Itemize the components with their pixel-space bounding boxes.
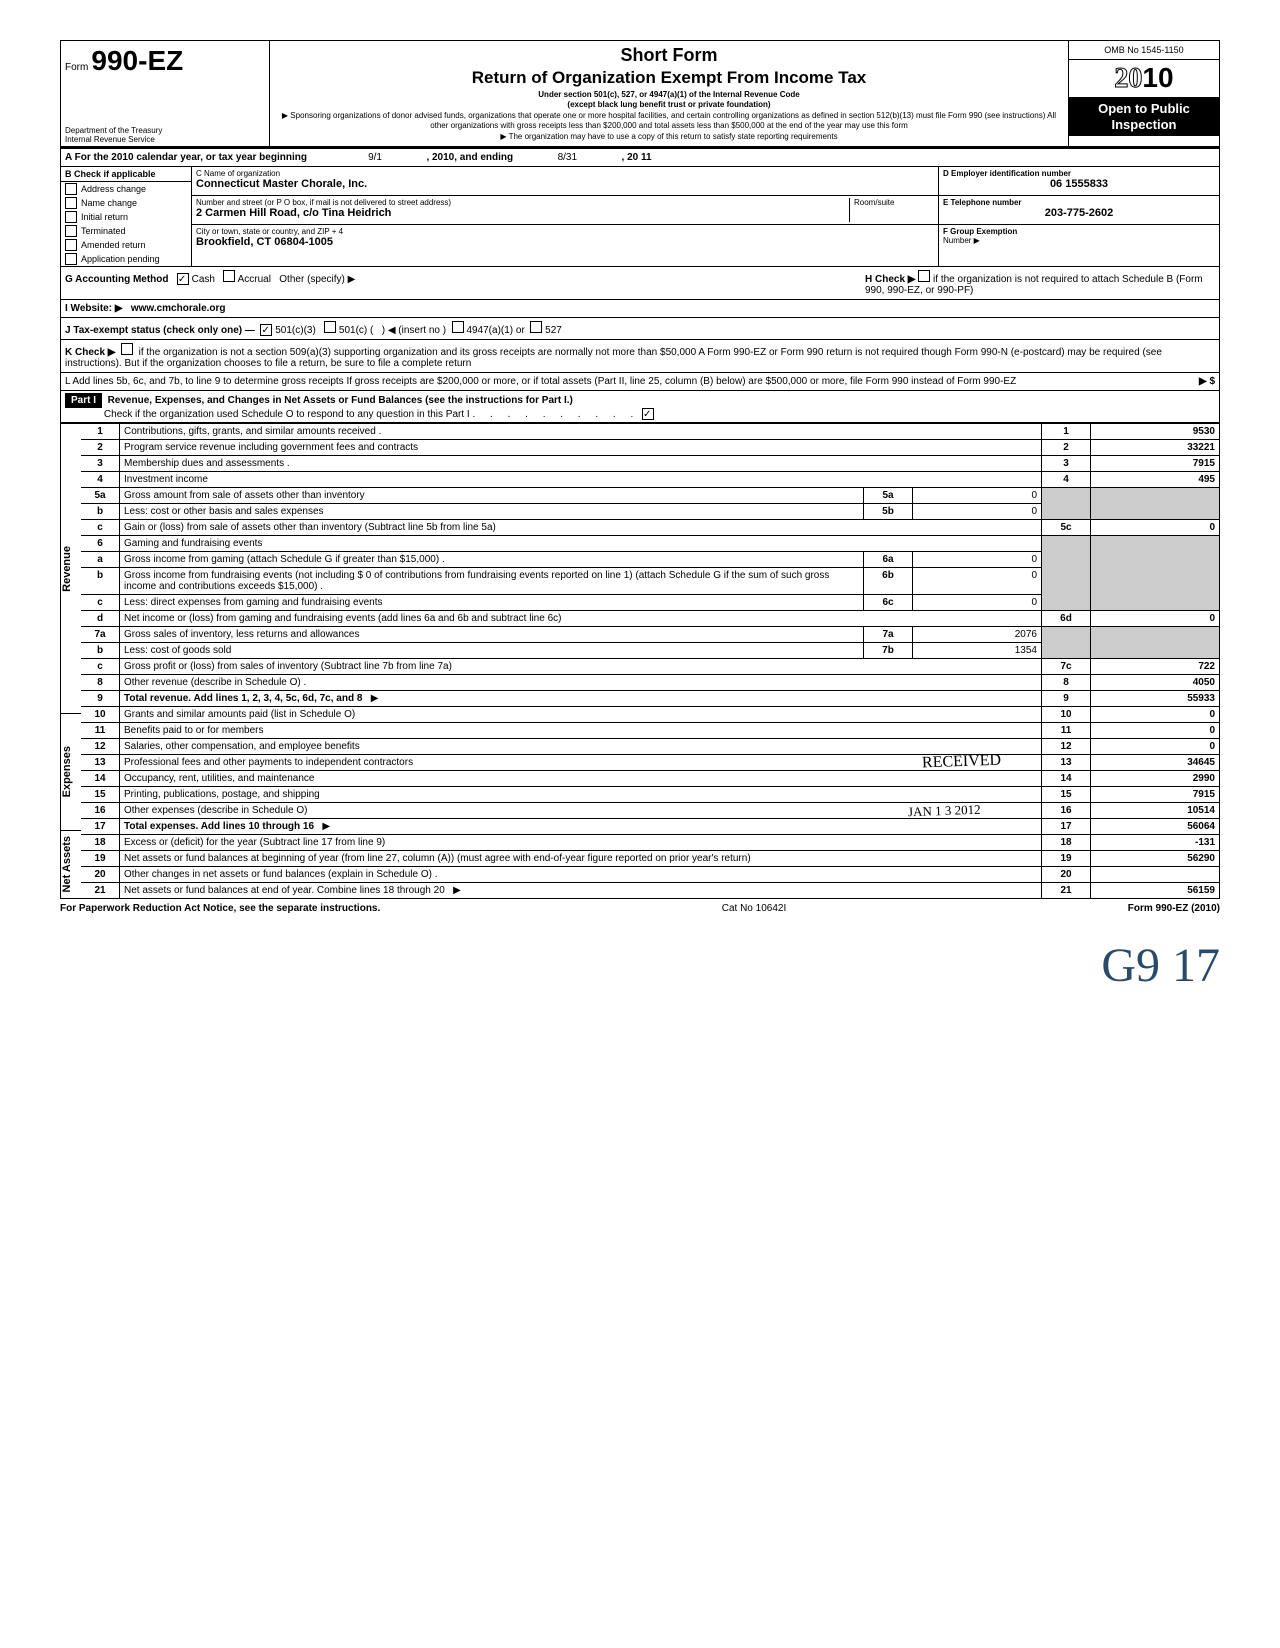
phone-value: 203-775-2602 bbox=[943, 207, 1215, 219]
section-b-header: B Check if applicable bbox=[61, 167, 191, 182]
group-label: F Group Exemption bbox=[943, 227, 1017, 236]
ein-value: 06 1555833 bbox=[943, 178, 1215, 190]
section-k: K Check ▶ if the organization is not a s… bbox=[60, 340, 1220, 373]
section-j: J Tax-exempt status (check only one) — 5… bbox=[60, 318, 1220, 340]
received-stamp: RECEIVED bbox=[922, 752, 1002, 773]
group-number-label: Number ▶ bbox=[943, 236, 1215, 245]
checkbox-accrual[interactable] bbox=[223, 270, 235, 282]
subtitle-3: ▶ Sponsoring organizations of donor advi… bbox=[278, 111, 1060, 130]
city-label: City or town, state or country, and ZIP … bbox=[196, 227, 934, 236]
checkbox-501c[interactable] bbox=[324, 321, 336, 333]
revenue-label: Revenue bbox=[61, 546, 81, 592]
signature: G9 17 bbox=[60, 938, 1220, 993]
checkbox-amended[interactable] bbox=[65, 239, 77, 251]
city-value: Brookfield, CT 06804-1005 bbox=[196, 236, 934, 248]
checkbox-schedule-o[interactable] bbox=[642, 408, 654, 420]
form-prefix: Form bbox=[65, 62, 88, 73]
checkbox-pending[interactable] bbox=[65, 253, 77, 265]
checkbox-name-change[interactable] bbox=[65, 197, 77, 209]
dept-irs: Internal Revenue Service bbox=[65, 135, 162, 144]
footer-left: For Paperwork Reduction Act Notice, see … bbox=[60, 903, 380, 914]
footer-right: Form 990-EZ (2010) bbox=[1128, 903, 1220, 914]
footer: For Paperwork Reduction Act Notice, see … bbox=[60, 899, 1220, 918]
address-value: 2 Carmen Hill Road, c/o Tina Heidrich bbox=[196, 207, 849, 219]
date-stamp: JAN 1 3 2012 bbox=[908, 802, 981, 821]
org-name-label: C Name of organization bbox=[196, 169, 934, 178]
checkbox-schedule-b[interactable] bbox=[918, 270, 930, 282]
checkbox-501c3[interactable] bbox=[260, 324, 272, 336]
room-label: Room/suite bbox=[854, 198, 934, 207]
subtitle-4: ▶ The organization may have to use a cop… bbox=[278, 132, 1060, 142]
omb-number: OMB No 1545-1150 bbox=[1069, 41, 1219, 60]
net-assets-label: Net Assets bbox=[61, 836, 81, 892]
checkbox-527[interactable] bbox=[530, 321, 542, 333]
checkbox-cash[interactable] bbox=[177, 273, 189, 285]
section-g-h: G Accounting Method Cash Accrual Other (… bbox=[60, 267, 1220, 300]
main-title: Return of Organization Exempt From Incom… bbox=[278, 68, 1060, 88]
entity-info-grid: B Check if applicable Address change Nam… bbox=[60, 166, 1220, 267]
short-form-label: Short Form bbox=[278, 45, 1060, 66]
expenses-label: Expenses bbox=[61, 746, 81, 797]
section-a: A For the 2010 calendar year, or tax yea… bbox=[60, 148, 1220, 166]
open-public-badge: Open to PublicInspection bbox=[1069, 97, 1219, 136]
section-l: L Add lines 5b, 6c, and 7b, to line 9 to… bbox=[60, 373, 1220, 391]
tax-year: 2010 bbox=[1069, 60, 1219, 97]
checkbox-initial-return[interactable] bbox=[65, 211, 77, 223]
checkbox-terminated[interactable] bbox=[65, 225, 77, 237]
footer-center: Cat No 10642I bbox=[722, 903, 787, 914]
checkbox-address-change[interactable] bbox=[65, 183, 77, 195]
section-i: I Website: ▶ www.cmchorale.org bbox=[60, 300, 1220, 318]
org-name-value: Connecticut Master Chorale, Inc. bbox=[196, 178, 934, 190]
checkbox-509a3[interactable] bbox=[121, 343, 133, 355]
form-number: 990-EZ bbox=[91, 45, 183, 76]
checkbox-4947[interactable] bbox=[452, 321, 464, 333]
subtitle-1: Under section 501(c), 527, or 4947(a)(1)… bbox=[278, 90, 1060, 109]
ein-label: D Employer identification number bbox=[943, 169, 1071, 178]
dept-treasury: Department of the Treasury bbox=[65, 126, 162, 135]
form-header: Form 990-EZ Department of the Treasury I… bbox=[60, 40, 1220, 148]
lines-table: 1Contributions, gifts, grants, and simil… bbox=[81, 423, 1220, 899]
phone-label: E Telephone number bbox=[943, 198, 1022, 207]
address-label: Number and street (or P O box, if mail i… bbox=[196, 198, 849, 207]
part-1-header: Part I Revenue, Expenses, and Changes in… bbox=[60, 391, 1220, 423]
